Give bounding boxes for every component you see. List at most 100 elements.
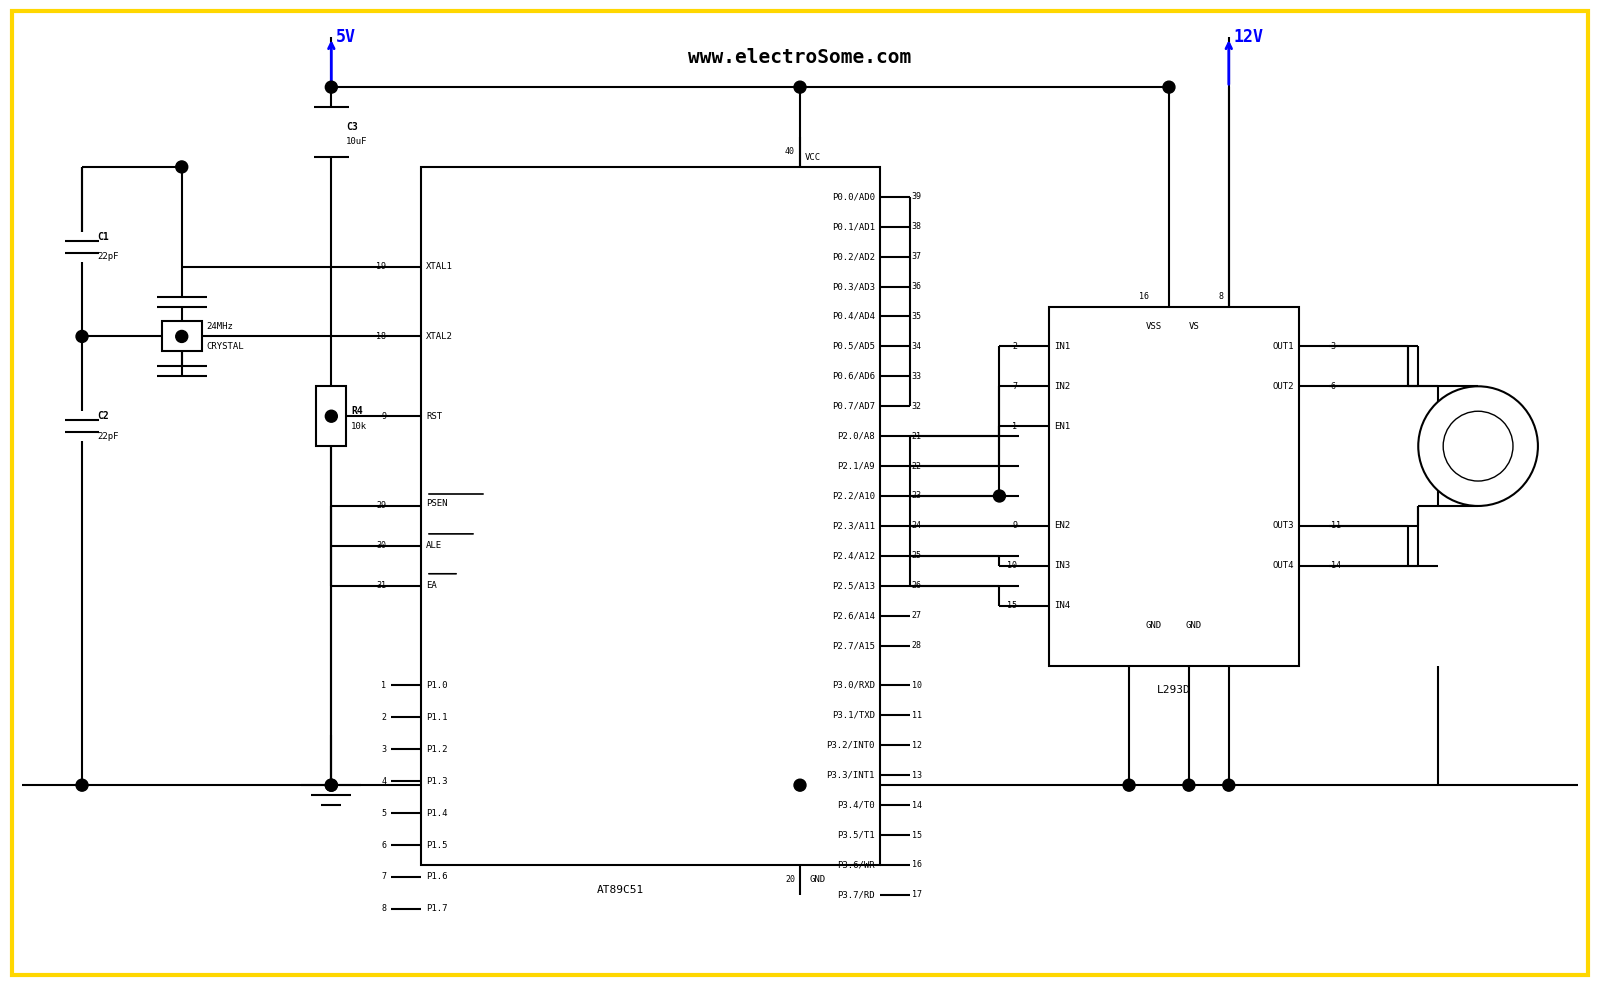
Text: 12: 12 — [912, 740, 922, 749]
Text: EN1: EN1 — [1054, 422, 1070, 431]
Text: P3.1/TXD: P3.1/TXD — [832, 711, 875, 720]
Text: P2.1/A9: P2.1/A9 — [837, 461, 875, 470]
Circle shape — [77, 779, 88, 791]
Text: www.electroSome.com: www.electroSome.com — [688, 47, 912, 67]
Text: IN2: IN2 — [1054, 382, 1070, 390]
Text: XTAL1: XTAL1 — [426, 262, 453, 271]
Text: 10: 10 — [912, 681, 922, 690]
Text: C2: C2 — [98, 411, 109, 421]
Bar — [162, 321, 202, 351]
Text: ALE: ALE — [426, 541, 442, 550]
Text: P2.5/A13: P2.5/A13 — [832, 581, 875, 591]
Text: P1.7: P1.7 — [426, 904, 448, 913]
Circle shape — [794, 81, 806, 93]
Text: P3.0/RXD: P3.0/RXD — [832, 681, 875, 690]
Text: 29: 29 — [376, 502, 386, 511]
Text: 3: 3 — [381, 744, 386, 753]
Text: 15: 15 — [912, 830, 922, 839]
Circle shape — [1222, 779, 1235, 791]
Text: 38: 38 — [912, 222, 922, 232]
Text: 37: 37 — [912, 252, 922, 261]
Text: 36: 36 — [912, 282, 922, 291]
Text: OUT1: OUT1 — [1272, 342, 1294, 351]
Text: 12V: 12V — [1234, 29, 1264, 46]
Text: IN4: IN4 — [1054, 601, 1070, 610]
Text: P3.5/T1: P3.5/T1 — [837, 830, 875, 839]
Text: 10: 10 — [1008, 561, 1018, 570]
Text: C1: C1 — [98, 232, 109, 242]
Text: 14: 14 — [1331, 561, 1341, 570]
Text: 10uF: 10uF — [346, 137, 368, 147]
Text: 35: 35 — [912, 312, 922, 321]
Text: 11: 11 — [912, 711, 922, 720]
Text: OUT2: OUT2 — [1272, 382, 1294, 390]
Text: P1.0: P1.0 — [426, 681, 448, 690]
Bar — [317, 387, 346, 446]
Text: P3.6/WR: P3.6/WR — [837, 861, 875, 870]
Text: 22: 22 — [912, 461, 922, 470]
Text: P0.2/AD2: P0.2/AD2 — [832, 252, 875, 261]
Text: 5V: 5V — [336, 29, 357, 46]
Text: GND: GND — [810, 875, 826, 883]
Text: 16: 16 — [1139, 292, 1149, 301]
Text: 5: 5 — [381, 809, 386, 817]
Text: 22pF: 22pF — [98, 432, 118, 441]
Text: 10k: 10k — [352, 422, 368, 431]
Text: P0.0/AD0: P0.0/AD0 — [832, 192, 875, 201]
Text: P1.5: P1.5 — [426, 840, 448, 850]
Circle shape — [1418, 387, 1538, 506]
Text: OUT4: OUT4 — [1272, 561, 1294, 570]
Text: P0.4/AD4: P0.4/AD4 — [832, 312, 875, 321]
Text: 14: 14 — [912, 801, 922, 810]
Text: OUT3: OUT3 — [1272, 522, 1294, 530]
Text: 31: 31 — [376, 581, 386, 591]
Text: P3.2/INT0: P3.2/INT0 — [827, 740, 875, 749]
Text: 20: 20 — [786, 876, 795, 884]
Text: 24MHz: 24MHz — [206, 322, 234, 331]
Text: 32: 32 — [912, 401, 922, 411]
Text: 8: 8 — [381, 904, 386, 913]
Text: EA: EA — [426, 581, 437, 591]
Circle shape — [325, 779, 338, 791]
Bar — [1050, 307, 1299, 666]
Circle shape — [176, 330, 187, 342]
Text: 30: 30 — [376, 541, 386, 550]
Text: 8: 8 — [1219, 292, 1224, 301]
Text: 19: 19 — [376, 262, 386, 271]
Text: RST: RST — [426, 412, 442, 421]
Text: P0.3/AD3: P0.3/AD3 — [832, 282, 875, 291]
Text: 1: 1 — [1013, 422, 1018, 431]
Text: 21: 21 — [912, 432, 922, 441]
Text: 34: 34 — [912, 342, 922, 351]
Text: 25: 25 — [912, 551, 922, 560]
Text: P1.4: P1.4 — [426, 809, 448, 817]
Text: L293D: L293D — [1157, 685, 1190, 695]
Text: P0.6/AD6: P0.6/AD6 — [832, 372, 875, 381]
Text: P2.6/A14: P2.6/A14 — [832, 611, 875, 620]
Text: P1.6: P1.6 — [426, 873, 448, 881]
Text: P0.7/AD7: P0.7/AD7 — [832, 401, 875, 411]
Text: GND: GND — [1146, 621, 1162, 630]
Text: 6: 6 — [381, 840, 386, 850]
Text: 13: 13 — [912, 771, 922, 780]
Circle shape — [1163, 81, 1174, 93]
Text: 17: 17 — [912, 890, 922, 899]
Text: 24: 24 — [912, 522, 922, 530]
Bar — [421, 167, 880, 865]
Text: 6: 6 — [1331, 382, 1336, 390]
Circle shape — [325, 410, 338, 422]
Text: C3: C3 — [346, 122, 358, 132]
Text: 23: 23 — [912, 491, 922, 501]
Circle shape — [1182, 779, 1195, 791]
Text: P1.2: P1.2 — [426, 744, 448, 753]
Text: CRYSTAL: CRYSTAL — [206, 342, 245, 351]
Text: 18: 18 — [376, 332, 386, 341]
Text: R4: R4 — [352, 406, 363, 416]
Circle shape — [1443, 411, 1514, 481]
Text: 15: 15 — [1008, 601, 1018, 610]
Text: 2: 2 — [1013, 342, 1018, 351]
Text: 26: 26 — [912, 581, 922, 591]
Text: 11: 11 — [1331, 522, 1341, 530]
Text: P2.3/A11: P2.3/A11 — [832, 522, 875, 530]
Text: 22pF: 22pF — [98, 252, 118, 261]
